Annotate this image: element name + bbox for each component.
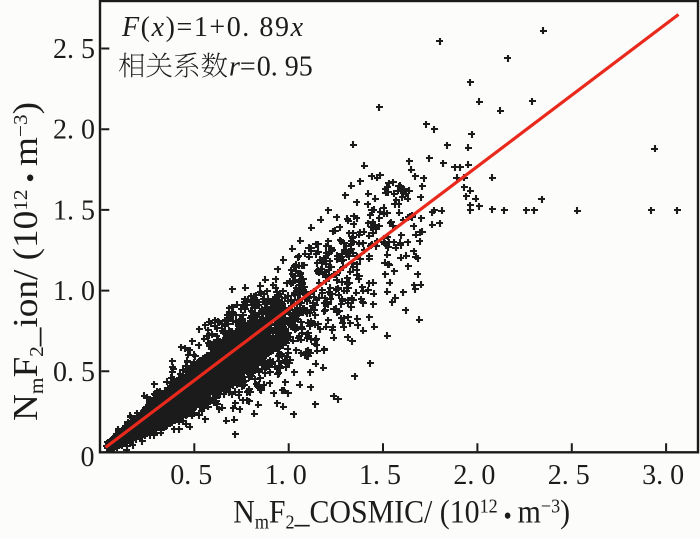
svg-text:1. 5: 1. 5 xyxy=(359,460,401,491)
svg-text:0: 0 xyxy=(81,442,95,473)
svg-text:2. 5: 2. 5 xyxy=(548,460,590,491)
svg-text:1. 5: 1. 5 xyxy=(53,195,95,226)
svg-text:1. 0: 1. 0 xyxy=(53,276,95,307)
svg-text:r=0. 95: r=0. 95 xyxy=(229,52,313,83)
svg-text:F(x)=1+0. 89x: F(x)=1+0. 89x xyxy=(121,12,304,43)
svg-text:NmF2_ion/ (1012 • m−3): NmF2_ion/ (1012 • m−3) xyxy=(6,102,48,421)
svg-text:0. 5: 0. 5 xyxy=(53,357,95,388)
svg-text:0. 5: 0. 5 xyxy=(170,460,212,491)
svg-text:3. 0: 3. 0 xyxy=(642,460,684,491)
svg-text:2. 0: 2. 0 xyxy=(53,115,95,146)
svg-text:2. 0: 2. 0 xyxy=(453,460,495,491)
svg-text:NmF2_COSMIC/ (1012 • m−3): NmF2_COSMIC/ (1012 • m−3) xyxy=(233,493,570,534)
svg-text:1. 0: 1. 0 xyxy=(265,460,307,491)
svg-text:2. 5: 2. 5 xyxy=(53,34,95,65)
